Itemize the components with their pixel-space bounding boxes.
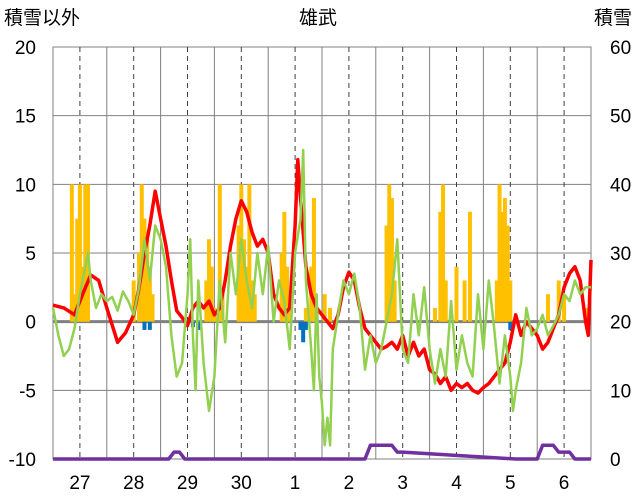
precip-bar [244, 266, 249, 322]
precip-bar [287, 307, 292, 322]
precip-bar [142, 218, 147, 322]
left-tick-label: 10 [15, 175, 36, 196]
precip-bar [69, 184, 74, 322]
right-tick-label: 30 [610, 244, 631, 265]
precip-bar [502, 198, 507, 322]
neg_bars-bar [301, 321, 306, 343]
precip-bar [494, 280, 499, 322]
precip-bar [77, 184, 82, 322]
precip-bar [83, 184, 88, 322]
x-tick-label: 4 [451, 473, 462, 494]
precip-bar [443, 280, 448, 322]
neg_bars-bar [142, 321, 147, 330]
precip-bar [505, 225, 510, 322]
precip-bar [282, 211, 287, 322]
left-tick-label: 0 [25, 313, 36, 334]
neg_bars-bar [508, 321, 513, 330]
precip-bar [322, 294, 327, 322]
precip-bar [545, 294, 550, 322]
x-tick-label: 30 [231, 473, 252, 494]
x-tick-label: 28 [123, 473, 144, 494]
precip-bar [384, 225, 389, 322]
precip-bar [467, 211, 472, 322]
left-tick-label: -10 [9, 450, 36, 471]
precip-bar [392, 280, 397, 322]
precip-bar [209, 266, 214, 322]
neg_bars-bar [303, 321, 308, 330]
precip-bar [150, 294, 155, 322]
precip-bar [252, 294, 257, 322]
x-tick-label: 5 [505, 473, 516, 494]
precip-bar [454, 266, 459, 322]
precip-bar [562, 294, 567, 322]
right-tick-label: 50 [610, 107, 631, 128]
x-tick-label: 3 [397, 473, 408, 494]
precip-bar [303, 307, 308, 322]
precip-bar [145, 239, 150, 322]
x-tick-label: 27 [69, 473, 90, 494]
precip-bar [247, 184, 252, 322]
right-tick-label: 0 [610, 450, 621, 471]
wind-line [51, 148, 591, 447]
snow_depth-line [53, 443, 591, 461]
precip-bar [556, 280, 561, 322]
right-tick-label: 40 [610, 175, 631, 196]
right-tick-label: 10 [610, 381, 631, 402]
precip-bar [462, 280, 467, 322]
neg_bars-bar [298, 321, 303, 330]
precip-bar [207, 239, 212, 322]
precip-bar [241, 239, 246, 322]
x-tick-label: 6 [559, 473, 570, 494]
x-tick-label: 29 [177, 473, 198, 494]
left-tick-label: -5 [19, 381, 36, 402]
right-axis-title: 積雪 [594, 7, 632, 29]
precip-bar [389, 198, 394, 322]
precip-bar [328, 307, 333, 322]
precip-bar [438, 211, 443, 322]
x-tick-label: 2 [344, 473, 355, 494]
neg_bars-bar [147, 321, 152, 330]
precip-bar [204, 280, 209, 322]
precip-bar [508, 280, 513, 322]
left-tick-label: 15 [15, 107, 36, 128]
precip-bar [75, 218, 80, 322]
right-tick-label: 20 [610, 313, 631, 334]
precip-bar [147, 266, 152, 322]
data-lines [51, 148, 593, 461]
precip-bar [72, 294, 77, 322]
precip-bar [217, 184, 222, 322]
precip-bar [285, 266, 290, 322]
precip-bar [500, 211, 505, 322]
precip-bar [387, 184, 392, 322]
precip-bar [311, 198, 316, 322]
precip-bar [131, 280, 136, 322]
precip-bar [497, 184, 502, 322]
right-tick-label: 60 [610, 38, 631, 59]
precip-bar [432, 307, 437, 322]
left-tick-label: 20 [15, 38, 36, 59]
precip-bar [239, 184, 244, 322]
x-tick-label: 1 [290, 473, 301, 494]
chart-title: 雄武 [299, 7, 337, 29]
left-tick-label: 5 [25, 244, 36, 265]
precip-bar [441, 184, 446, 322]
left-axis-title: 積雪以外 [4, 7, 80, 29]
